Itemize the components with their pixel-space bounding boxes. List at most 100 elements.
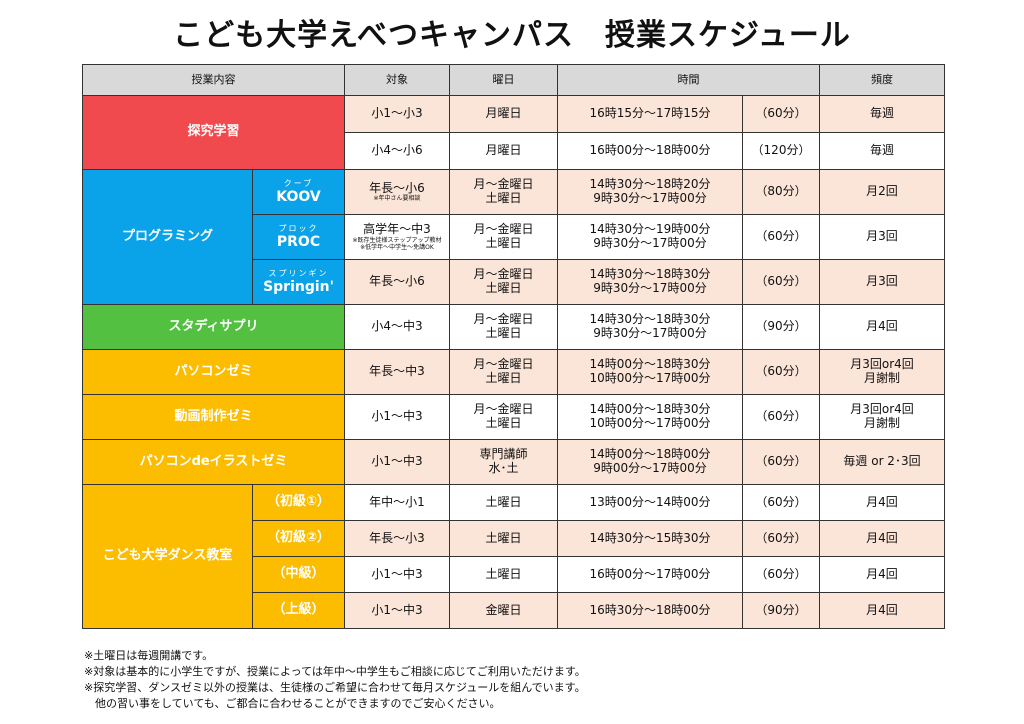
page-title: こども大学えべつキャンパス 授業スケジュール [173, 18, 851, 53]
day-line-2: 土曜日 [485, 326, 522, 340]
header-course: 授業内容 [82, 64, 345, 96]
duration-cell: （60分） [742, 259, 820, 305]
time-cell: 14時30分～18時30分 9時30分～17時00分 [557, 304, 743, 350]
time-cell: 16時30分～18時00分 [557, 592, 743, 629]
sub-dance-beginner-1: （初級①） [252, 484, 345, 521]
table-row: 動画制作ゼミ 小1～中3 月～金曜日 土曜日 14時00分～18時30分 10時… [82, 394, 945, 440]
category-pasocon: パソコンゼミ [82, 349, 345, 395]
day-cell: 専門講師 水･土 [449, 439, 558, 485]
time-cell: 14時30分～18時30分 9時30分～17時00分 [557, 259, 743, 305]
day-line-1: 月～金曜日 [473, 267, 534, 282]
sub-dance-advanced: （上級） [252, 592, 345, 629]
frequency-cell: 月4回 [819, 556, 945, 593]
frequency-cell: 月3回or4回 月謝制 [819, 349, 945, 395]
time-cell: 14時00分～18時30分 10時00分～17時00分 [557, 394, 743, 440]
frequency-cell: 月4回 [819, 304, 945, 350]
time-line-2: 9時00分～17時00分 [593, 461, 707, 475]
frequency-cell: 月2回 [819, 169, 945, 215]
duration-cell: （60分） [742, 95, 820, 133]
header-frequency: 頻度 [819, 64, 945, 96]
day-cell: 月～金曜日 土曜日 [449, 259, 558, 305]
duration-cell: （60分） [742, 520, 820, 557]
table-row: パソコンゼミ 年長～中3 月～金曜日 土曜日 14時00分～18時30分 10時… [82, 349, 945, 395]
duration-cell: （80分） [742, 169, 820, 215]
day-cell: 土曜日 [449, 556, 558, 593]
day-cell: 月～金曜日 土曜日 [449, 394, 558, 440]
target-note: ※年中さん要相談 [373, 195, 421, 203]
frequency-cell: 毎週 [819, 95, 945, 133]
day-cell: 金曜日 [449, 592, 558, 629]
time-line-1: 14時30分～18時30分 [589, 267, 711, 282]
duration-cell: （60分） [742, 349, 820, 395]
target-cell: 年中～小1 [344, 484, 450, 521]
day-line-2: 水･土 [488, 461, 519, 475]
time-line-1: 14時00分～18時30分 [589, 402, 711, 417]
day-cell: 月～金曜日 土曜日 [449, 214, 558, 260]
target-text: 年長～小6 [369, 180, 425, 195]
time-cell: 14時30分～15時30分 [557, 520, 743, 557]
duration-cell: （120分） [742, 132, 820, 170]
day-cell: 月～金曜日 土曜日 [449, 304, 558, 350]
sub-springin: スプリンギン Springin' [252, 259, 345, 305]
time-line-1: 14時30分～18時30分 [589, 312, 711, 327]
sub-proc: プロック PROC [252, 214, 345, 260]
day-line-1: 月～金曜日 [473, 357, 534, 372]
day-line-2: 土曜日 [485, 416, 522, 430]
frequency-cell: 月4回 [819, 592, 945, 629]
time-line-1: 14時30分～18時20分 [589, 177, 711, 192]
frequency-cell: 毎週 [819, 132, 945, 170]
target-cell: 小1～中3 [344, 394, 450, 440]
duration-cell: （90分） [742, 592, 820, 629]
frequency-cell: 月3回or4回 月謝制 [819, 394, 945, 440]
time-line-1: 14時30分～19時00分 [589, 222, 711, 237]
time-cell: 14時00分～18時30分 10時00分～17時00分 [557, 349, 743, 395]
table-row: 探究学習 小1～小3 月曜日 16時15分～17時15分 （60分） 毎週 [82, 95, 945, 170]
schedule-table: 授業内容 対象 曜日 時間 頻度 探究学習 小1～小3 月曜日 16時15分～1… [82, 64, 945, 629]
footnote: 他の習い事をしていても、ご都合に合わせることができますのでご安心ください。 [84, 697, 501, 710]
time-cell: 13時00分～14時00分 [557, 484, 743, 521]
day-line-1: 月～金曜日 [473, 177, 534, 192]
header-day: 曜日 [449, 64, 558, 96]
time-line-2: 9時30分～17時00分 [593, 191, 707, 205]
day-cell: 土曜日 [449, 520, 558, 557]
target-cell: 小4～中3 [344, 304, 450, 350]
footnote: ※探究学習、ダンスゼミ以外の授業は、生徒様のご希望に合わせて毎月スケジュールを組… [84, 681, 586, 694]
table-row: スタディサプリ 小4～中3 月～金曜日 土曜日 14時30分～18時30分 9時… [82, 304, 945, 350]
category-tankyu: 探究学習 [82, 95, 345, 170]
header-time: 時間 [557, 64, 820, 96]
day-line-2: 土曜日 [485, 371, 522, 385]
table-row: プログラミング クーブ KOOV 年長～小6 ※年中さん要相談 月～金曜日 土曜… [82, 169, 945, 305]
target-cell: 小1～小3 [344, 95, 450, 133]
day-cell: 月～金曜日 土曜日 [449, 169, 558, 215]
frequency-cell: 月4回 [819, 484, 945, 521]
target-cell: 年長～小3 [344, 520, 450, 557]
day-line-1: 月～金曜日 [473, 402, 534, 417]
day-line-1: 月～金曜日 [473, 312, 534, 327]
freq-line-2: 月謝制 [863, 371, 900, 385]
header-target: 対象 [344, 64, 450, 96]
footnote: ※対象は基本的に小学生ですが、授業によっては年中～中学生もご相談に応じてご利用い… [84, 665, 586, 678]
time-cell: 16時15分～17時15分 [557, 95, 743, 133]
ruby-koov: クーブ [283, 179, 314, 189]
time-line-1: 14時00分～18時00分 [589, 447, 711, 462]
table-row: （中級） 小1～中3 土曜日 16時00分～17時00分 （60分） 月4回 [82, 556, 945, 593]
day-cell: 月曜日 [449, 132, 558, 170]
freq-line-2: 月謝制 [863, 416, 900, 430]
day-line-1: 専門講師 [479, 447, 528, 462]
frequency-cell: 月3回 [819, 259, 945, 305]
duration-cell: （90分） [742, 304, 820, 350]
time-line-2: 10時00分～17時00分 [589, 371, 711, 385]
name-springin: Springin' [263, 278, 334, 295]
target-cell: 高学年～中3 ※既存生徒様ステップアップ教材 ※低学年～中学生～免講OK [344, 214, 450, 260]
target-note: ※既存生徒様ステップアップ教材 [352, 236, 442, 244]
duration-cell: （60分） [742, 556, 820, 593]
name-proc: PROC [276, 233, 321, 250]
day-line-2: 土曜日 [485, 191, 522, 205]
time-cell: 14時30分～19時00分 9時30分～17時00分 [557, 214, 743, 260]
frequency-cell: 月3回 [819, 214, 945, 260]
category-studysapuri: スタディサプリ [82, 304, 345, 350]
freq-line-1: 月3回or4回 [850, 357, 914, 372]
sub-dance-beginner-2: （初級②） [252, 520, 345, 557]
table-row: パソコンdeイラストゼミ 小1～中3 専門講師 水･土 14時00分～18時00… [82, 439, 945, 485]
target-cell: 小4～小6 [344, 132, 450, 170]
